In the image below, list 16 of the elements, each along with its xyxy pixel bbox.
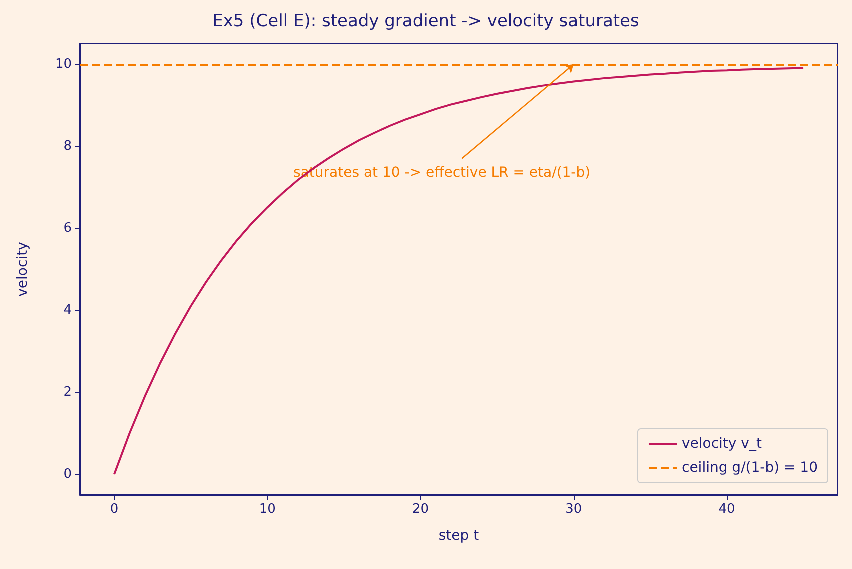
y-axis-title: velocity (15, 242, 31, 297)
y-tick-label: 10 (55, 57, 72, 72)
x-tick-label: 0 (110, 502, 119, 517)
x-tick-label: 30 (566, 502, 582, 517)
x-tick-label: 10 (259, 502, 276, 517)
x-axis-title: step t (438, 528, 480, 544)
y-tick-label: 4 (64, 303, 72, 318)
y-tick-label: 6 (64, 221, 72, 236)
legend-label: velocity v_t (682, 436, 762, 452)
x-tick-label: 40 (718, 502, 736, 517)
y-tick-label: 8 (64, 139, 72, 154)
legend-label: ceiling g/(1-b) = 10 (682, 460, 818, 476)
y-tick-label: 2 (64, 385, 72, 400)
x-tick-label: 20 (412, 502, 429, 517)
chart-title: Ex5 (Cell E): steady gradient -> velocity saturates (212, 12, 640, 32)
y-tick-label: 0 (64, 467, 72, 482)
